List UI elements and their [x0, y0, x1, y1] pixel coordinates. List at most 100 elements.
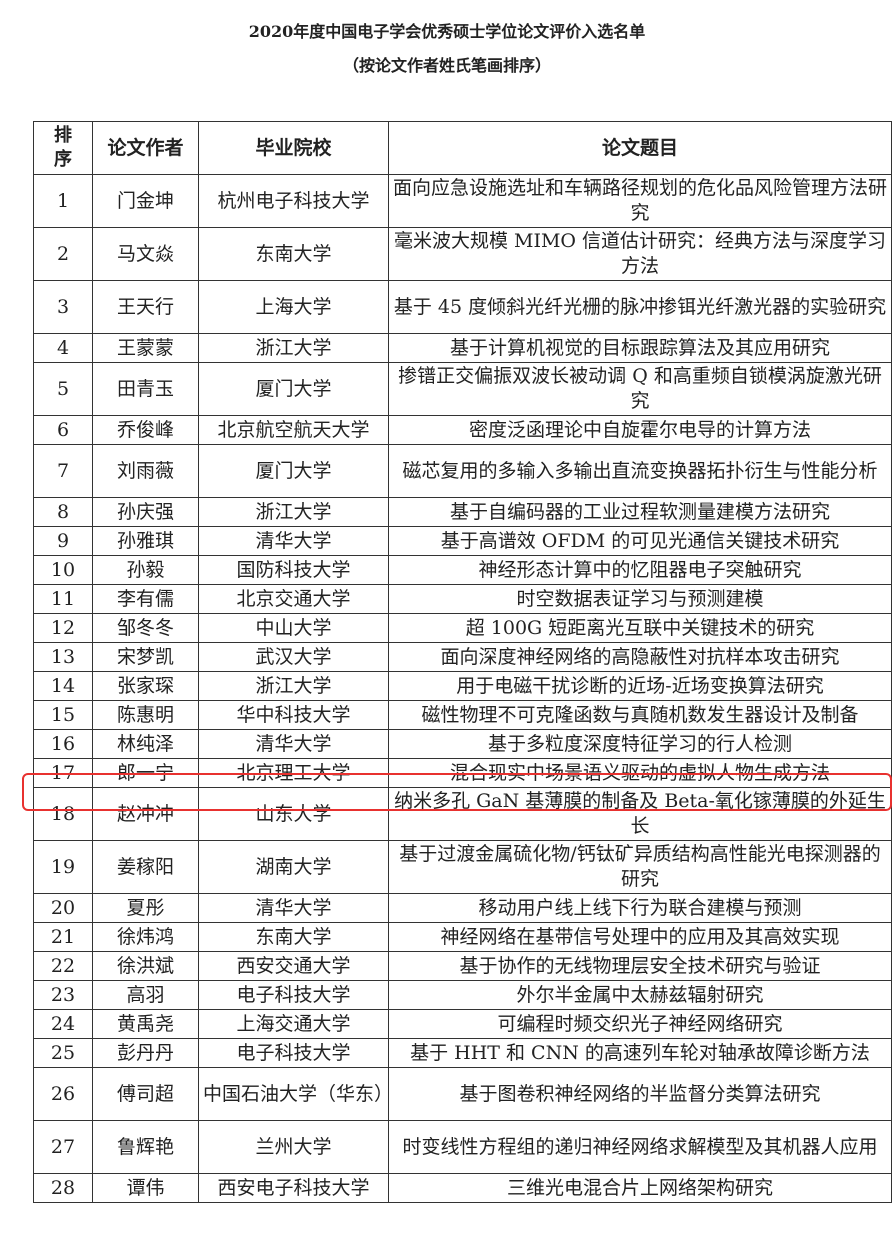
cell-school: 东南大学	[198, 922, 389, 952]
cell-index: 19	[33, 840, 93, 894]
cell-index: 4	[33, 333, 93, 363]
cell-title: 基于图卷积神经网络的半监督分类算法研究	[388, 1067, 892, 1121]
header-school: 毕业院校	[198, 121, 389, 175]
cell-index: 16	[33, 729, 93, 759]
table-row: 19 姜稼阳 湖南大学 基于过渡金属硫化物/钙钛矿异质结构高性能光电探测器的研究	[33, 840, 892, 894]
cell-title: 基于高谱效 OFDM 的可见光通信关键技术研究	[388, 526, 892, 556]
table-row: 10 孙毅 国防科技大学 神经形态计算中的忆阻器电子突触研究	[33, 555, 892, 585]
cell-title: 基于 HHT 和 CNN 的高速列车轮对轴承故障诊断方法	[388, 1038, 892, 1068]
cell-school: 武汉大学	[198, 642, 389, 672]
cell-school: 杭州电子科技大学	[198, 174, 389, 228]
cell-school: 湖南大学	[198, 840, 389, 894]
cell-title: 面向深度神经网络的高隐蔽性对抗样本攻击研究	[388, 642, 892, 672]
cell-author: 刘雨薇	[92, 444, 199, 498]
table-row: 26 傅司超 中国石油大学（华东） 基于图卷积神经网络的半监督分类算法研究	[33, 1067, 892, 1121]
table-row: 13 宋梦凯 武汉大学 面向深度神经网络的高隐蔽性对抗样本攻击研究	[33, 642, 892, 672]
table-row: 23 高羽 电子科技大学 外尔半金属中太赫兹辐射研究	[33, 980, 892, 1010]
cell-author: 邹冬冬	[92, 613, 199, 643]
header-title: 论文题目	[388, 121, 892, 175]
table-row: 20 夏彤 清华大学 移动用户线上线下行为联合建模与预测	[33, 893, 892, 923]
cell-index: 13	[33, 642, 93, 672]
cell-school: 华中科技大学	[198, 700, 389, 730]
table-row: 28 谭伟 西安电子科技大学 三维光电混合片上网络架构研究	[33, 1173, 892, 1203]
cell-author: 徐炜鸿	[92, 922, 199, 952]
cell-title: 毫米波大规模 MIMO 信道估计研究：经典方法与深度学习方法	[388, 227, 892, 281]
cell-author: 高羽	[92, 980, 199, 1010]
cell-author: 赵冲冲	[92, 787, 199, 841]
cell-school: 山东大学	[198, 787, 389, 841]
table-row: 17 郎一宁 北京理工大学 混合现实中场景语义驱动的虚拟人物生成方法	[33, 758, 892, 788]
cell-school: 清华大学	[198, 893, 389, 923]
cell-school: 国防科技大学	[198, 555, 389, 585]
table-row: 25 彭丹丹 电子科技大学 基于 HHT 和 CNN 的高速列车轮对轴承故障诊断方法	[33, 1038, 892, 1068]
cell-title: 移动用户线上线下行为联合建模与预测	[388, 893, 892, 923]
cell-index: 11	[33, 584, 93, 614]
cell-index: 3	[33, 280, 93, 334]
cell-title: 磁芯复用的多输入多输出直流变换器拓扑衍生与性能分析	[388, 444, 892, 498]
cell-title: 纳米多孔 GaN 基薄膜的制备及 Beta-氧化镓薄膜的外延生长	[388, 787, 892, 841]
award-list-table: 排序 论文作者 毕业院校 论文题目 1 门金坤 杭州电子科技大学 面向应急设施选址和车…	[33, 121, 892, 1203]
header-index: 排序	[33, 121, 93, 175]
cell-title: 基于计算机视觉的目标跟踪算法及其应用研究	[388, 333, 892, 363]
table-row: 24 黄禹尧 上海交通大学 可编程时频交织光子神经网络研究	[33, 1009, 892, 1039]
cell-author: 乔俊峰	[92, 415, 199, 445]
cell-index: 24	[33, 1009, 93, 1039]
cell-school: 电子科技大学	[198, 1038, 389, 1068]
cell-title: 三维光电混合片上网络架构研究	[388, 1173, 892, 1203]
cell-title: 神经网络在基带信号处理中的应用及其高效实现	[388, 922, 892, 952]
cell-title: 基于协作的无线物理层安全技术研究与验证	[388, 951, 892, 981]
table-row: 7 刘雨薇 厦门大学 磁芯复用的多输入多输出直流变换器拓扑衍生与性能分析	[33, 444, 892, 498]
table-row: 4 王蒙蒙 浙江大学 基于计算机视觉的目标跟踪算法及其应用研究	[33, 333, 892, 363]
table-row: 22 徐洪斌 西安交通大学 基于协作的无线物理层安全技术研究与验证	[33, 951, 892, 981]
cell-author: 孙毅	[92, 555, 199, 585]
cell-school: 浙江大学	[198, 497, 389, 527]
cell-title: 基于 45 度倾斜光纤光栅的脉冲掺铒光纤激光器的实验研究	[388, 280, 892, 334]
cell-school: 浙江大学	[198, 333, 389, 363]
table-row: 8 孙庆强 浙江大学 基于自编码器的工业过程软测量建模方法研究	[33, 497, 892, 527]
header-author: 论文作者	[92, 121, 199, 175]
cell-index: 1	[33, 174, 93, 228]
cell-school: 清华大学	[198, 526, 389, 556]
table-row: 16 林纯泽 清华大学 基于多粒度深度特征学习的行人检测	[33, 729, 892, 759]
cell-title: 基于过渡金属硫化物/钙钛矿异质结构高性能光电探测器的研究	[388, 840, 892, 894]
cell-school: 上海大学	[198, 280, 389, 334]
table-row: 14 张家琛 浙江大学 用于电磁干扰诊断的近场-近场变换算法研究	[33, 671, 892, 701]
cell-index: 15	[33, 700, 93, 730]
cell-index: 5	[33, 362, 93, 416]
cell-author: 黄禹尧	[92, 1009, 199, 1039]
cell-school: 清华大学	[198, 729, 389, 759]
cell-author: 夏彤	[92, 893, 199, 923]
cell-author: 宋梦凯	[92, 642, 199, 672]
cell-title: 基于自编码器的工业过程软测量建模方法研究	[388, 497, 892, 527]
cell-title: 混合现实中场景语义驱动的虚拟人物生成方法	[388, 758, 892, 788]
cell-school: 兰州大学	[198, 1120, 389, 1174]
table-row: 21 徐炜鸿 东南大学 神经网络在基带信号处理中的应用及其高效实现	[33, 922, 892, 952]
cell-author: 林纯泽	[92, 729, 199, 759]
cell-title: 密度泛函理论中自旋霍尔电导的计算方法	[388, 415, 892, 445]
cell-index: 21	[33, 922, 93, 952]
cell-author: 马文焱	[92, 227, 199, 281]
cell-school: 中国石油大学（华东）	[198, 1067, 389, 1121]
cell-title: 基于多粒度深度特征学习的行人检测	[388, 729, 892, 759]
cell-title: 时变线性方程组的递归神经网络求解模型及其机器人应用	[388, 1120, 892, 1174]
document-title: 2020年度中国电子学会优秀硕士学位论文评价入选名单	[248, 22, 646, 41]
cell-index: 7	[33, 444, 93, 498]
cell-title: 超 100G 短距离光互联中关键技术的研究	[388, 613, 892, 643]
table-row: 15 陈惠明 华中科技大学 磁性物理不可克隆函数与真随机数发生器设计及制备	[33, 700, 892, 730]
cell-author: 姜稼阳	[92, 840, 199, 894]
cell-index: 22	[33, 951, 93, 981]
cell-author: 鲁辉艳	[92, 1120, 199, 1174]
table-row: 18 赵冲冲 山东大学 纳米多孔 GaN 基薄膜的制备及 Beta-氧化镓薄膜的外延生…	[33, 787, 892, 841]
cell-index: 10	[33, 555, 93, 585]
cell-school: 北京航空航天大学	[198, 415, 389, 445]
cell-title: 用于电磁干扰诊断的近场-近场变换算法研究	[388, 671, 892, 701]
cell-author: 李有儒	[92, 584, 199, 614]
table-row: 2 马文焱 东南大学 毫米波大规模 MIMO 信道估计研究：经典方法与深度学习方法	[33, 227, 892, 281]
table-row: 27 鲁辉艳 兰州大学 时变线性方程组的递归神经网络求解模型及其机器人应用	[33, 1120, 892, 1174]
cell-author: 郎一宁	[92, 758, 199, 788]
cell-index: 20	[33, 893, 93, 923]
cell-title: 时空数据表证学习与预测建模	[388, 584, 892, 614]
cell-index: 9	[33, 526, 93, 556]
cell-index: 23	[33, 980, 93, 1010]
table-row: 1 门金坤 杭州电子科技大学 面向应急设施选址和车辆路径规划的危化品风险管理方法研究	[33, 174, 892, 228]
